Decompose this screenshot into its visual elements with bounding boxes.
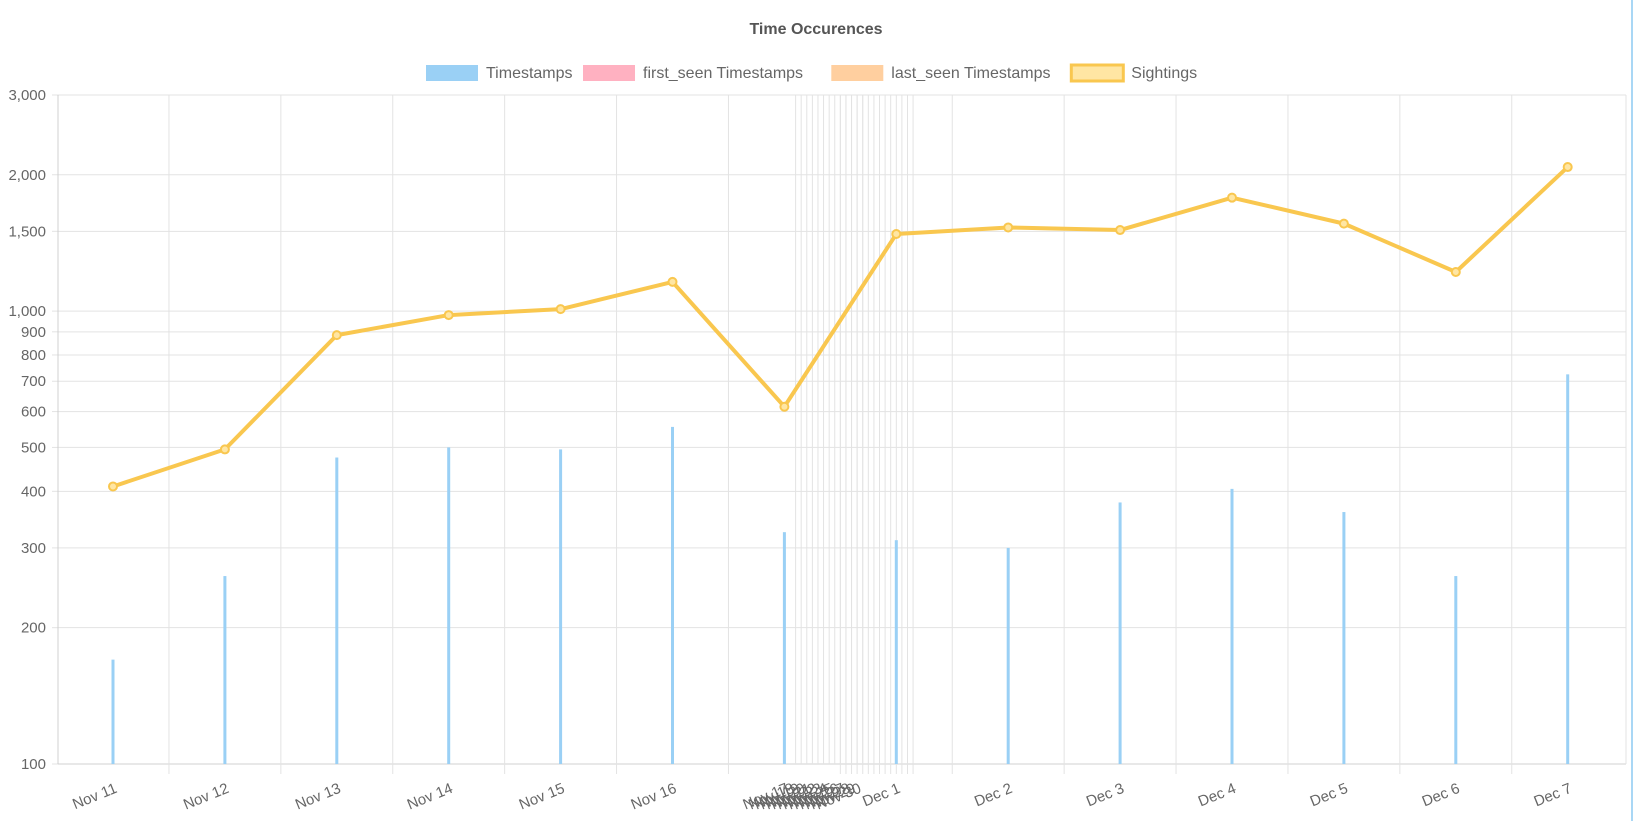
y-tick-label: 500 [21,439,46,456]
timestamps-bar [223,576,227,764]
legend-swatch [583,65,635,81]
legend-label: Sightings [1131,65,1197,82]
sightings-point [1338,218,1349,229]
y-gridlines [52,94,1626,765]
timestamps-bar [1566,374,1570,764]
y-tick-label: 700 [21,373,46,390]
chart-title: Time Occurences [749,21,882,38]
sightings-point [555,304,566,315]
timestamps-bar [111,659,115,764]
y-tick-label: 2,000 [8,167,46,184]
y-tick-label: 100 [21,756,46,773]
legend-swatch [426,65,478,81]
scrollbar-edge[interactable] [1631,0,1633,821]
y-axis-ticks: 100 200 300 400 500 600 700 800 900 1,000 1,500 2,0… [8,87,46,773]
x-tick-label: Dec 2 [972,780,1015,810]
x-tick-label: Dec 3 [1084,780,1127,810]
y-tick-label: 3,000 [8,87,46,104]
x-tick-label: Nov 12 [181,780,231,814]
y-tick-label: 600 [21,404,46,421]
sightings-point [219,444,230,455]
timestamps-bars [111,374,1570,764]
timestamps-bar [1342,512,1346,764]
timestamps-bar [671,426,674,764]
sightings-point [1227,192,1237,203]
y-tick-label: 1,500 [8,223,46,240]
sightings-series-line [112,165,1570,489]
legend-item: last_seen Timestamps [831,65,1050,82]
sightings-point [1115,225,1126,236]
y-tick-label: 800 [21,347,46,364]
x-axis-ticks: Nov 11 Nov 12 Nov 13 Nov 14 Nov 15 Nov 16 Nov … [70,780,1574,814]
timestamps-bar [1230,488,1234,764]
legend-label: first_seen Timestamps [643,65,803,82]
x-tick-label: Nov 11 [70,780,119,813]
y-tick-label: 1,000 [8,303,46,320]
x-tick-label: Dec 6 [1420,780,1463,810]
timestamps-bar [335,457,339,764]
y-tick-label: 300 [21,540,46,557]
x-tick-label: Nov 15 [517,780,567,814]
legend-item: Sightings [1069,63,1197,83]
timestamps-bar [447,447,451,764]
x-tick-label: Dec 5 [1308,780,1351,810]
timestamps-bar [1118,502,1122,764]
sightings-point [443,310,454,321]
y-tick-label: 400 [21,483,46,500]
x-tick-label: Nov 16 [629,780,679,814]
x-tick-label: Dec 1 [860,780,903,810]
legend-item: Timestamps [426,65,573,82]
legend-label: last_seen Timestamps [891,65,1050,82]
x-tick-label: Dec 7 [1531,780,1574,810]
sightings-point [331,330,342,341]
x-tick-label: Nov 14 [405,780,455,814]
legend-label: Timestamps [486,65,573,82]
sightings-point [891,228,902,239]
legend-swatch [831,65,884,81]
x-tick-label: Dec 4 [1196,780,1239,810]
timestamps-bar [782,532,786,764]
timestamps-bar [894,540,898,764]
sightings-line [108,162,1573,492]
y-tick-label: 900 [21,324,46,341]
sightings-point [1450,266,1461,277]
x-gridlines [57,95,1627,774]
sightings-point [108,481,118,492]
sightings-point [1003,222,1014,233]
sightings-point [1562,162,1573,173]
sightings-point [779,401,790,412]
timestamps-bar [1006,547,1010,764]
legend-swatch [1069,63,1125,83]
sightings-point [667,276,678,287]
legend-item: first_seen Timestamps [583,65,803,82]
timestamps-bar [1454,576,1458,764]
timestamps-bar [559,449,563,764]
y-tick-label: 200 [21,620,46,637]
x-tick-label: Nov 13 [293,780,343,814]
chart-legend: Timestamps first_seen Timestamps last_seen… [426,63,1197,83]
